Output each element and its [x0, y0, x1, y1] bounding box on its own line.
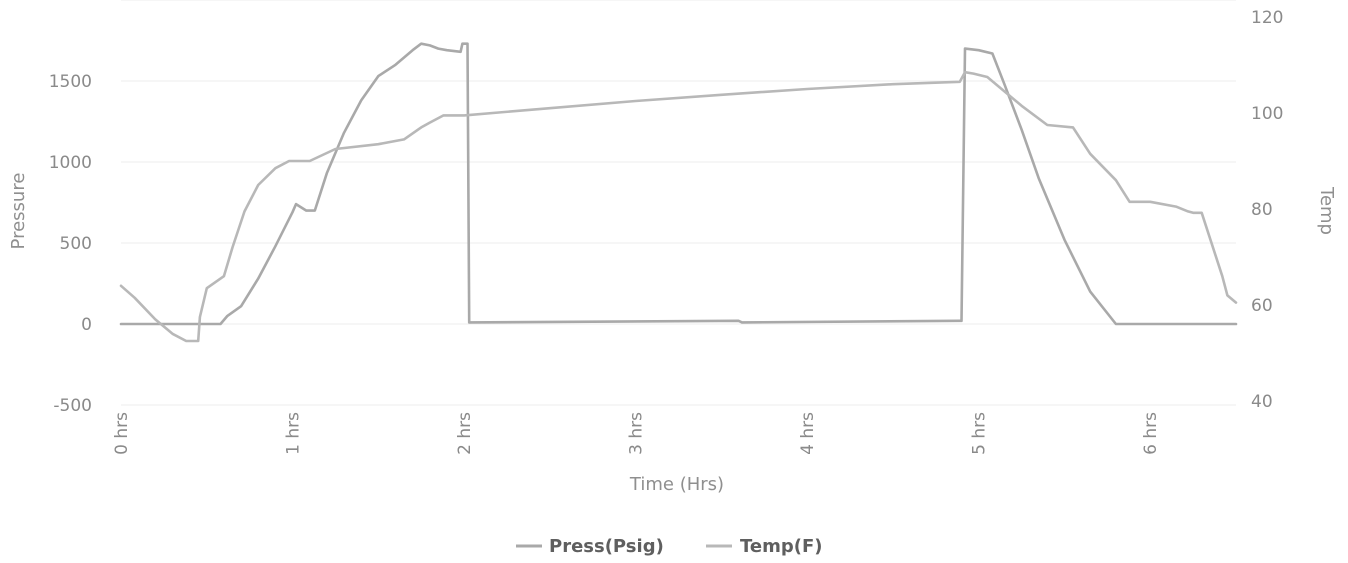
left-y-axis-ticks: -500 0 500 1000 1500 [49, 72, 92, 416]
right-y-tick-label: 40 [1251, 392, 1273, 412]
legend-item-temp[interactable]: Temp(F) [706, 536, 823, 557]
right-y-axis-ticks: 40 60 80 100 120 [1251, 8, 1283, 412]
right-y-tick-label: 80 [1251, 200, 1273, 220]
series-layer [119, 42, 1238, 343]
left-y-tick-label: -500 [53, 396, 92, 416]
x-tick-label: 3 hrs [627, 412, 647, 455]
x-tick-label: 6 hrs [1141, 412, 1161, 455]
legend-label-temp: Temp(F) [740, 536, 823, 557]
x-tick-label: 2 hrs [455, 412, 475, 455]
right-y-axis-title: Temp [1316, 186, 1337, 235]
gridlines [121, 0, 1236, 406]
right-y-tick-label: 60 [1251, 296, 1273, 316]
x-tick-label: 4 hrs [798, 412, 818, 455]
legend: Press(Psig) Temp(F) [516, 536, 823, 557]
series-line-1 [119, 70, 1238, 343]
x-tick-label: 0 hrs [112, 412, 132, 455]
left-y-tick-label: 1000 [49, 153, 92, 173]
left-y-tick-label: 500 [60, 234, 92, 254]
left-y-tick-label: 1500 [49, 72, 92, 92]
x-tick-label: 5 hrs [970, 412, 990, 455]
x-tick-label: 1 hrs [284, 412, 304, 455]
x-axis-ticks: 0 hrs 1 hrs 2 hrs 3 hrs 4 hrs 5 hrs 6 hrs [112, 412, 1161, 455]
series-line-0 [119, 42, 1238, 326]
left-y-axis-title: Pressure [8, 173, 29, 250]
right-y-tick-label: 120 [1251, 8, 1283, 28]
left-y-tick-label: 0 [81, 315, 92, 335]
legend-label-press: Press(Psig) [549, 536, 664, 557]
legend-item-press[interactable]: Press(Psig) [516, 536, 664, 557]
right-y-tick-label: 100 [1251, 104, 1283, 124]
x-axis-title: Time (Hrs) [629, 474, 724, 495]
